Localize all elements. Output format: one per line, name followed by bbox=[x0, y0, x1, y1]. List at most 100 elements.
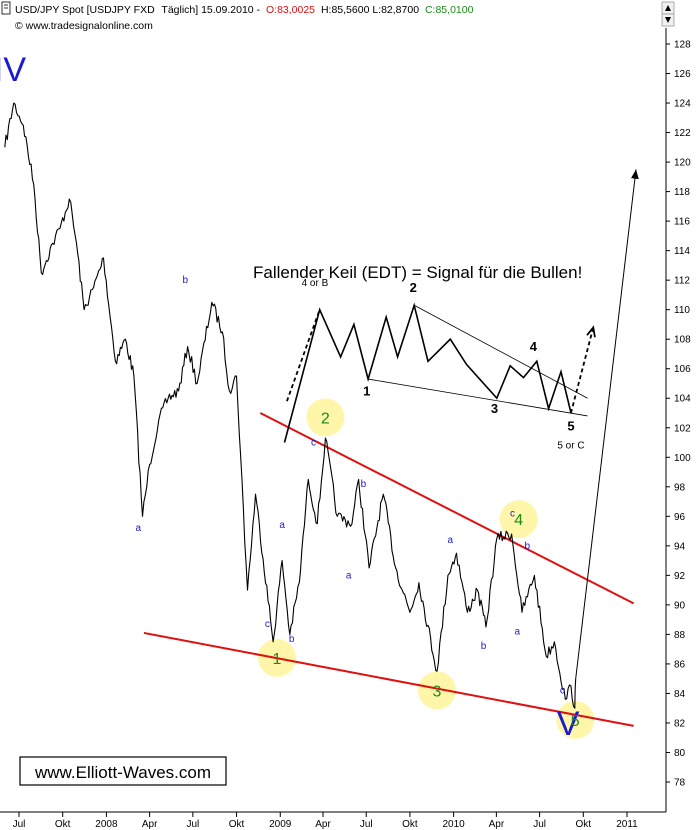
y-tick-label: 114 bbox=[674, 246, 690, 257]
wave-label: 1 bbox=[272, 651, 281, 668]
y-tick-label: 98 bbox=[674, 482, 686, 493]
y-tick-label: 120 bbox=[674, 158, 691, 169]
chevron-down-icon bbox=[665, 17, 671, 23]
y-tick-label: 106 bbox=[674, 364, 691, 375]
y-tick-label: 122 bbox=[674, 128, 691, 139]
x-tick-label: 2010 bbox=[443, 819, 466, 830]
header-high-low: H:85,5600 L:82,8700 bbox=[321, 4, 419, 16]
edt-label: 1 bbox=[363, 383, 370, 398]
x-tick-label: 2011 bbox=[616, 819, 638, 830]
edt-label: 4 bbox=[530, 339, 538, 354]
wave-label: 3 bbox=[433, 683, 442, 700]
watermark-text: www.Elliott-Waves.com bbox=[34, 763, 211, 782]
wave-highlight-circle bbox=[306, 398, 345, 437]
header-symbol-text: USD/JPY Spot [USDJPY FXD bbox=[15, 4, 155, 16]
y-tick-label: 112 bbox=[674, 276, 690, 287]
x-tick-label: Okt bbox=[576, 819, 592, 830]
wedge-lines bbox=[143, 412, 635, 727]
y-tick-label: 110 bbox=[674, 305, 690, 316]
x-tick-label: Apr bbox=[315, 819, 331, 830]
wedge-line bbox=[259, 412, 635, 605]
wave-label: a bbox=[135, 523, 141, 534]
wave-label: V bbox=[557, 705, 580, 743]
wave-label: b bbox=[289, 634, 295, 645]
x-tick-label: 2008 bbox=[95, 819, 118, 830]
wave-label: 2 bbox=[321, 410, 330, 427]
x-tick-label: Apr bbox=[142, 819, 158, 830]
x-tick-label: Jul bbox=[360, 819, 373, 830]
x-tick-label: Okt bbox=[402, 819, 418, 830]
wave-label: c bbox=[510, 508, 515, 519]
y-tick-label: 82 bbox=[674, 718, 686, 729]
edt-dashed-out bbox=[570, 327, 595, 414]
projection-line bbox=[575, 169, 637, 679]
price-line bbox=[4, 102, 577, 709]
wave-label: a bbox=[514, 626, 520, 637]
y-tick-label: 108 bbox=[674, 335, 691, 346]
wave-labels: IV V 1 2 3 4 5 b a a c b c b a a b c b a c bbox=[0, 51, 580, 743]
edt-inset: 4 or B 2 1 3 4 5 5 or C bbox=[283, 278, 596, 451]
arrowhead-icon bbox=[586, 325, 596, 338]
y-tick-label: 78 bbox=[674, 778, 686, 789]
wave-label: c bbox=[311, 437, 316, 448]
y-tick-label: 90 bbox=[674, 600, 686, 611]
y-tick-label: 84 bbox=[674, 689, 686, 700]
x-axis-ticks: Jul Okt 2008 Apr Jul Okt 2009 Apr Jul Okt 2010 Apr J… bbox=[13, 812, 638, 830]
edt-zigzag bbox=[283, 302, 572, 443]
wave-label: 5 bbox=[571, 713, 580, 730]
wave-highlights bbox=[257, 398, 595, 739]
y-tick-label: 94 bbox=[674, 541, 686, 552]
wave-label: IV bbox=[0, 51, 26, 89]
wave-label: b bbox=[524, 541, 530, 552]
y-tick-label: 102 bbox=[674, 423, 691, 434]
edt-label: 4 or B bbox=[302, 278, 329, 289]
projection-arrow bbox=[575, 169, 639, 679]
wedge-line bbox=[143, 631, 634, 727]
chevron-up-icon bbox=[665, 5, 671, 11]
y-tick-label: 116 bbox=[674, 217, 690, 228]
edt-lower-line bbox=[368, 378, 588, 417]
wave-label: b bbox=[361, 479, 367, 490]
wave-label: a bbox=[346, 570, 352, 581]
edt-label: 2 bbox=[410, 280, 417, 295]
header-symbol: USD/JPY Spot [USDJPY FXD Täglich] 15.09.… bbox=[15, 4, 474, 16]
x-tick-label: Okt bbox=[229, 819, 245, 830]
y-tick-label: 92 bbox=[674, 571, 686, 582]
wave-label: c bbox=[265, 619, 270, 630]
x-tick-label: Jul bbox=[13, 819, 26, 830]
x-tick-label: 2009 bbox=[269, 819, 292, 830]
scroll-down-button[interactable] bbox=[661, 13, 675, 27]
edt-dashed-in bbox=[286, 309, 321, 402]
wave-label: c bbox=[560, 685, 565, 696]
y-tick-label: 100 bbox=[674, 453, 691, 464]
x-tick-label: Apr bbox=[489, 819, 505, 830]
edt-label: 3 bbox=[491, 401, 498, 416]
wave-label: 4 bbox=[514, 512, 523, 529]
x-tick-label: Jul bbox=[533, 819, 546, 830]
arrowhead-icon bbox=[631, 169, 639, 180]
x-tick-label: Okt bbox=[55, 819, 71, 830]
y-tick-label: 88 bbox=[674, 630, 686, 641]
edt-label: 5 bbox=[567, 419, 574, 434]
y-tick-label: 80 bbox=[674, 748, 686, 759]
y-tick-label: 128 bbox=[674, 40, 691, 51]
y-tick-label: 86 bbox=[674, 659, 686, 670]
header-open: O:83,0025 bbox=[266, 4, 315, 16]
y-tick-label: 96 bbox=[674, 512, 686, 523]
scroll-up-button[interactable] bbox=[661, 1, 675, 15]
wave-highlight-circle bbox=[499, 500, 538, 539]
edt-upper-line bbox=[414, 304, 588, 399]
watermark-box: www.Elliott-Waves.com bbox=[19, 756, 227, 786]
y-tick-label: 126 bbox=[674, 69, 691, 80]
edt-label: 5 or C bbox=[557, 440, 584, 451]
wave-highlight-circle bbox=[418, 671, 456, 710]
wave-label: b bbox=[182, 275, 188, 286]
wave-highlight-circle bbox=[556, 700, 595, 739]
annotation-title: Fallender Keil (EDT) = Signal für die Bu… bbox=[253, 263, 582, 282]
header-period: Täglich] 15.09.2010 - bbox=[161, 4, 260, 16]
wave-label: a bbox=[279, 520, 285, 531]
wave-label: b bbox=[481, 641, 487, 652]
y-tick-label: 104 bbox=[674, 394, 691, 405]
y-tick-label: 124 bbox=[674, 99, 691, 110]
